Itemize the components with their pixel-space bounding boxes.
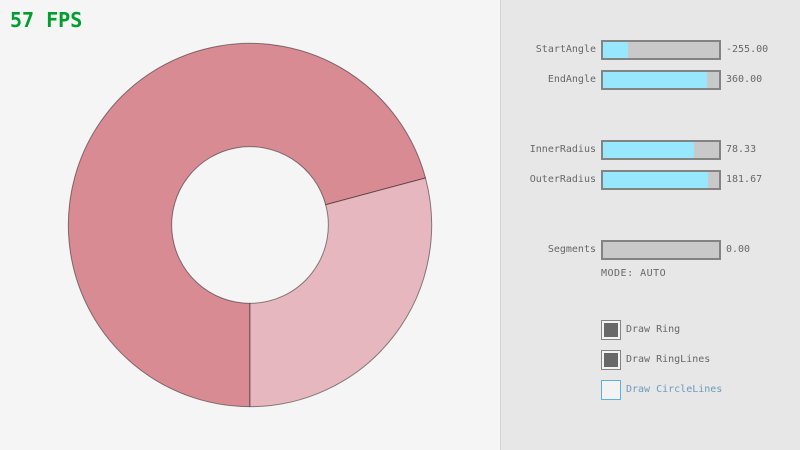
innerradius-value: 78.33 [726, 144, 757, 155]
checkbox-row-draw-circlelines: Draw CircleLines [601, 380, 722, 400]
draw-circlelines-checkbox[interactable] [601, 380, 621, 400]
ring-chart [67, 42, 433, 408]
slider-row-endangle: EndAngle 360.00 [501, 70, 800, 90]
checkbox-row-draw-ring: Draw Ring [601, 320, 680, 340]
endangle-label: EndAngle [547, 74, 596, 85]
startangle-value: -255.00 [726, 44, 769, 55]
innerradius-slider-fill [603, 142, 694, 158]
control-panel: StartAngle -255.00 EndAngle 360.00 Inner… [500, 0, 800, 450]
endangle-slider-fill [603, 72, 708, 88]
outerradius-slider[interactable] [601, 170, 721, 190]
slider-row-startangle: StartAngle -255.00 [501, 40, 800, 60]
draw-ring-checkbox[interactable] [601, 320, 621, 340]
endangle-value: 360.00 [726, 74, 763, 85]
innerradius-slider[interactable] [601, 140, 721, 160]
outerradius-value: 181.67 [726, 174, 763, 185]
fps-counter: 57 FPS [10, 8, 83, 32]
segments-slider[interactable] [601, 240, 721, 260]
mode-status-text: MODE: AUTO [601, 268, 667, 279]
outerradius-label: OuterRadius [529, 174, 596, 185]
draw-ringlines-checkbox[interactable] [601, 350, 621, 370]
segments-value: 0.00 [726, 244, 751, 255]
innerradius-label: InnerRadius [529, 144, 596, 155]
draw-ringlines-label: Draw RingLines [626, 354, 711, 365]
startangle-slider[interactable] [601, 40, 721, 60]
slider-row-outerradius: OuterRadius 181.67 [501, 170, 800, 190]
outerradius-slider-fill [603, 172, 709, 188]
slider-row-innerradius: InnerRadius 78.33 [501, 140, 800, 160]
draw-circlelines-label: Draw CircleLines [626, 384, 723, 395]
checkmark-icon [604, 323, 618, 337]
checkbox-row-draw-ringlines: Draw RingLines [601, 350, 710, 370]
endangle-slider[interactable] [601, 70, 721, 90]
checkmark-icon [604, 353, 618, 367]
slider-row-segments: Segments 0.00 [501, 240, 800, 260]
startangle-slider-fill [603, 42, 629, 58]
segments-label: Segments [547, 244, 596, 255]
draw-ring-label: Draw Ring [626, 324, 681, 335]
startangle-label: StartAngle [535, 44, 596, 55]
